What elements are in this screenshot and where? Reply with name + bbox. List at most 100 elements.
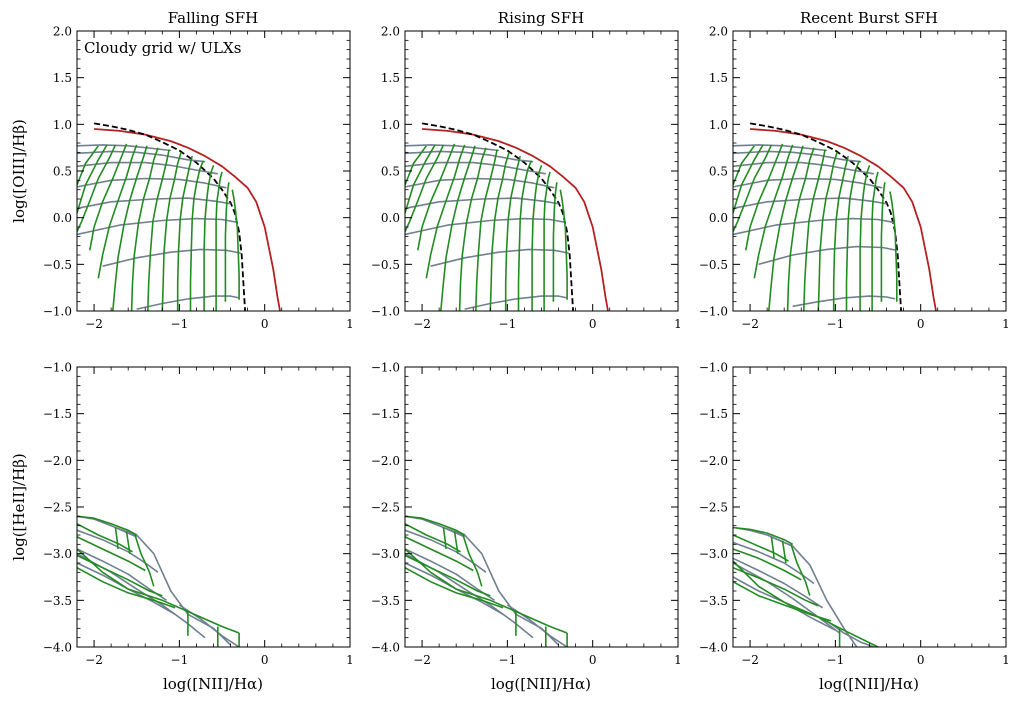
grid-line-green-15 bbox=[134, 534, 155, 587]
plot-lines bbox=[405, 515, 568, 647]
y-tick-label: 1.0 bbox=[709, 118, 728, 132]
grid-line-green-11 bbox=[405, 566, 504, 609]
y-tick-label: −2.0 bbox=[371, 454, 400, 468]
y-tick-label: −2.5 bbox=[43, 501, 72, 515]
grid-line-gray-8 bbox=[102, 248, 241, 267]
grid-line-green-10 bbox=[405, 145, 427, 186]
grid-line-green-10 bbox=[77, 145, 99, 186]
y-tick-label: 0.5 bbox=[381, 165, 400, 179]
grid-line-gray-4 bbox=[733, 562, 841, 634]
grid-line-green-8 bbox=[77, 523, 133, 553]
x-tick-label: 0 bbox=[589, 653, 597, 667]
grid-line-green-10 bbox=[733, 145, 755, 186]
x-tick-label: 1 bbox=[346, 653, 354, 667]
grid-line-green-11 bbox=[733, 144, 764, 214]
y-tick-label: 2.0 bbox=[381, 25, 400, 39]
y-tick-label: −4.0 bbox=[699, 641, 728, 655]
y-tick-label: −1.0 bbox=[43, 361, 72, 375]
grid-line-green-11 bbox=[77, 566, 176, 609]
grid-line-green-24 bbox=[889, 191, 898, 302]
grid-line-gray-4 bbox=[77, 161, 218, 175]
plot-lines bbox=[77, 515, 240, 647]
panel-falling-top: Falling SFH Cloudy grid w/ ULXs −2 −1 0 1 −1… bbox=[43, 9, 354, 331]
y-tick-label: −3.0 bbox=[699, 547, 728, 561]
grid-line-green-9 bbox=[405, 536, 474, 572]
y-tick-label: 1.5 bbox=[709, 71, 728, 85]
kauffmann-demarcation-line-1 bbox=[93, 122, 246, 311]
x-tick-label: −2 bbox=[741, 317, 759, 331]
grid-line-gray-8 bbox=[430, 248, 569, 267]
x-tick-label: −1 bbox=[499, 653, 517, 667]
axes-frame bbox=[404, 366, 679, 648]
panel-rising-top: Rising SFH −2 −1 0 1 −1.0 −0.5 0.0 0.5 1.0 1.5 2.0 bbox=[371, 9, 682, 331]
grid-line-gray-6 bbox=[77, 197, 231, 210]
grid-line-gray-1 bbox=[77, 529, 159, 573]
grid-line-green-18 bbox=[817, 152, 838, 311]
grid-line-green-13 bbox=[417, 143, 456, 251]
x-tick-label: −1 bbox=[171, 653, 189, 667]
grid-line-green-14 bbox=[753, 144, 794, 279]
grid-line-green-21 bbox=[531, 165, 543, 311]
y-tick-label: −1.0 bbox=[371, 361, 400, 375]
x-tick-label: −1 bbox=[499, 317, 517, 331]
y-tick-label: 0.0 bbox=[381, 211, 400, 225]
grid-line-green-12 bbox=[405, 144, 445, 233]
grid-line-green-18 bbox=[161, 152, 182, 311]
grid-line-green-23 bbox=[224, 182, 230, 302]
panel-title: Falling SFH bbox=[168, 9, 259, 27]
axes-frame bbox=[732, 30, 1007, 312]
grid-line-green-21 bbox=[203, 165, 215, 311]
grid-line-gray-8 bbox=[758, 245, 897, 266]
y-tick-label: −2.0 bbox=[699, 454, 728, 468]
grid-line-green-15 bbox=[790, 544, 811, 596]
grid-line-gray-2 bbox=[405, 144, 499, 152]
y-tick-label: 2.0 bbox=[709, 25, 728, 39]
grid-line-green-8 bbox=[405, 523, 461, 553]
x-tick-label: 1 bbox=[674, 317, 682, 331]
y-tick-label: −1.0 bbox=[43, 305, 72, 319]
axes-frame bbox=[732, 366, 1007, 648]
grid-line-gray-2 bbox=[733, 144, 827, 152]
grid-line-gray-5 bbox=[733, 177, 883, 189]
grid-line-gray-4 bbox=[733, 161, 874, 175]
grid-line-green-19 bbox=[176, 155, 193, 311]
grid-line-green-7 bbox=[77, 515, 138, 536]
grid-line-gray-9 bbox=[464, 295, 568, 310]
y-tick-label: 1.5 bbox=[53, 71, 72, 85]
x-tick-label: −2 bbox=[85, 653, 103, 667]
y-tick-label: −3.0 bbox=[43, 547, 72, 561]
plot-lines bbox=[405, 122, 609, 311]
grid-line-gray-4 bbox=[405, 161, 546, 175]
grid-line-gray-1 bbox=[733, 541, 815, 585]
panel-burst-top: Recent Burst SFH −2 −1 0 1 −1.0 −0.5 0.0 0.5 1.0… bbox=[699, 9, 1010, 331]
y-tick-label: −2.5 bbox=[699, 501, 728, 515]
grid-line-green-14 bbox=[781, 540, 787, 564]
grid-line-green-17 bbox=[147, 149, 170, 311]
x-tick-label: 1 bbox=[1002, 653, 1010, 667]
y-tick-label: −0.5 bbox=[43, 258, 72, 272]
grid-line-green-23 bbox=[880, 182, 886, 302]
grid-line-green-14 bbox=[453, 531, 459, 554]
grid-line-gray-5 bbox=[77, 177, 227, 189]
y-tick-label: −3.0 bbox=[371, 547, 400, 561]
kauffmann-demarcation-line-1 bbox=[749, 122, 902, 311]
grid-line-green-7 bbox=[733, 526, 794, 546]
x-tick-label: −2 bbox=[741, 653, 759, 667]
x-axis-label-left: log([NII]/Hα) bbox=[163, 675, 263, 693]
plot-lines bbox=[733, 526, 879, 647]
grid-line-green-22 bbox=[871, 171, 879, 311]
x-axis-label-middle: log([NII]/Hα) bbox=[491, 675, 591, 693]
x-tick-label: −2 bbox=[413, 653, 431, 667]
y-tick-label: −0.5 bbox=[371, 258, 400, 272]
y-tick-label: 1.0 bbox=[381, 118, 400, 132]
grid-line-gray-0 bbox=[733, 526, 794, 547]
grid-line-green-22 bbox=[215, 171, 223, 311]
plot-lines bbox=[77, 122, 281, 311]
axes-frame bbox=[404, 30, 679, 312]
y-tick-label: −1.0 bbox=[699, 305, 728, 319]
y-tick-label: −0.5 bbox=[699, 258, 728, 272]
grid-line-gray-3 bbox=[733, 150, 862, 163]
y-tick-label: 0.5 bbox=[53, 165, 72, 179]
grid-line-green-22 bbox=[543, 171, 551, 311]
